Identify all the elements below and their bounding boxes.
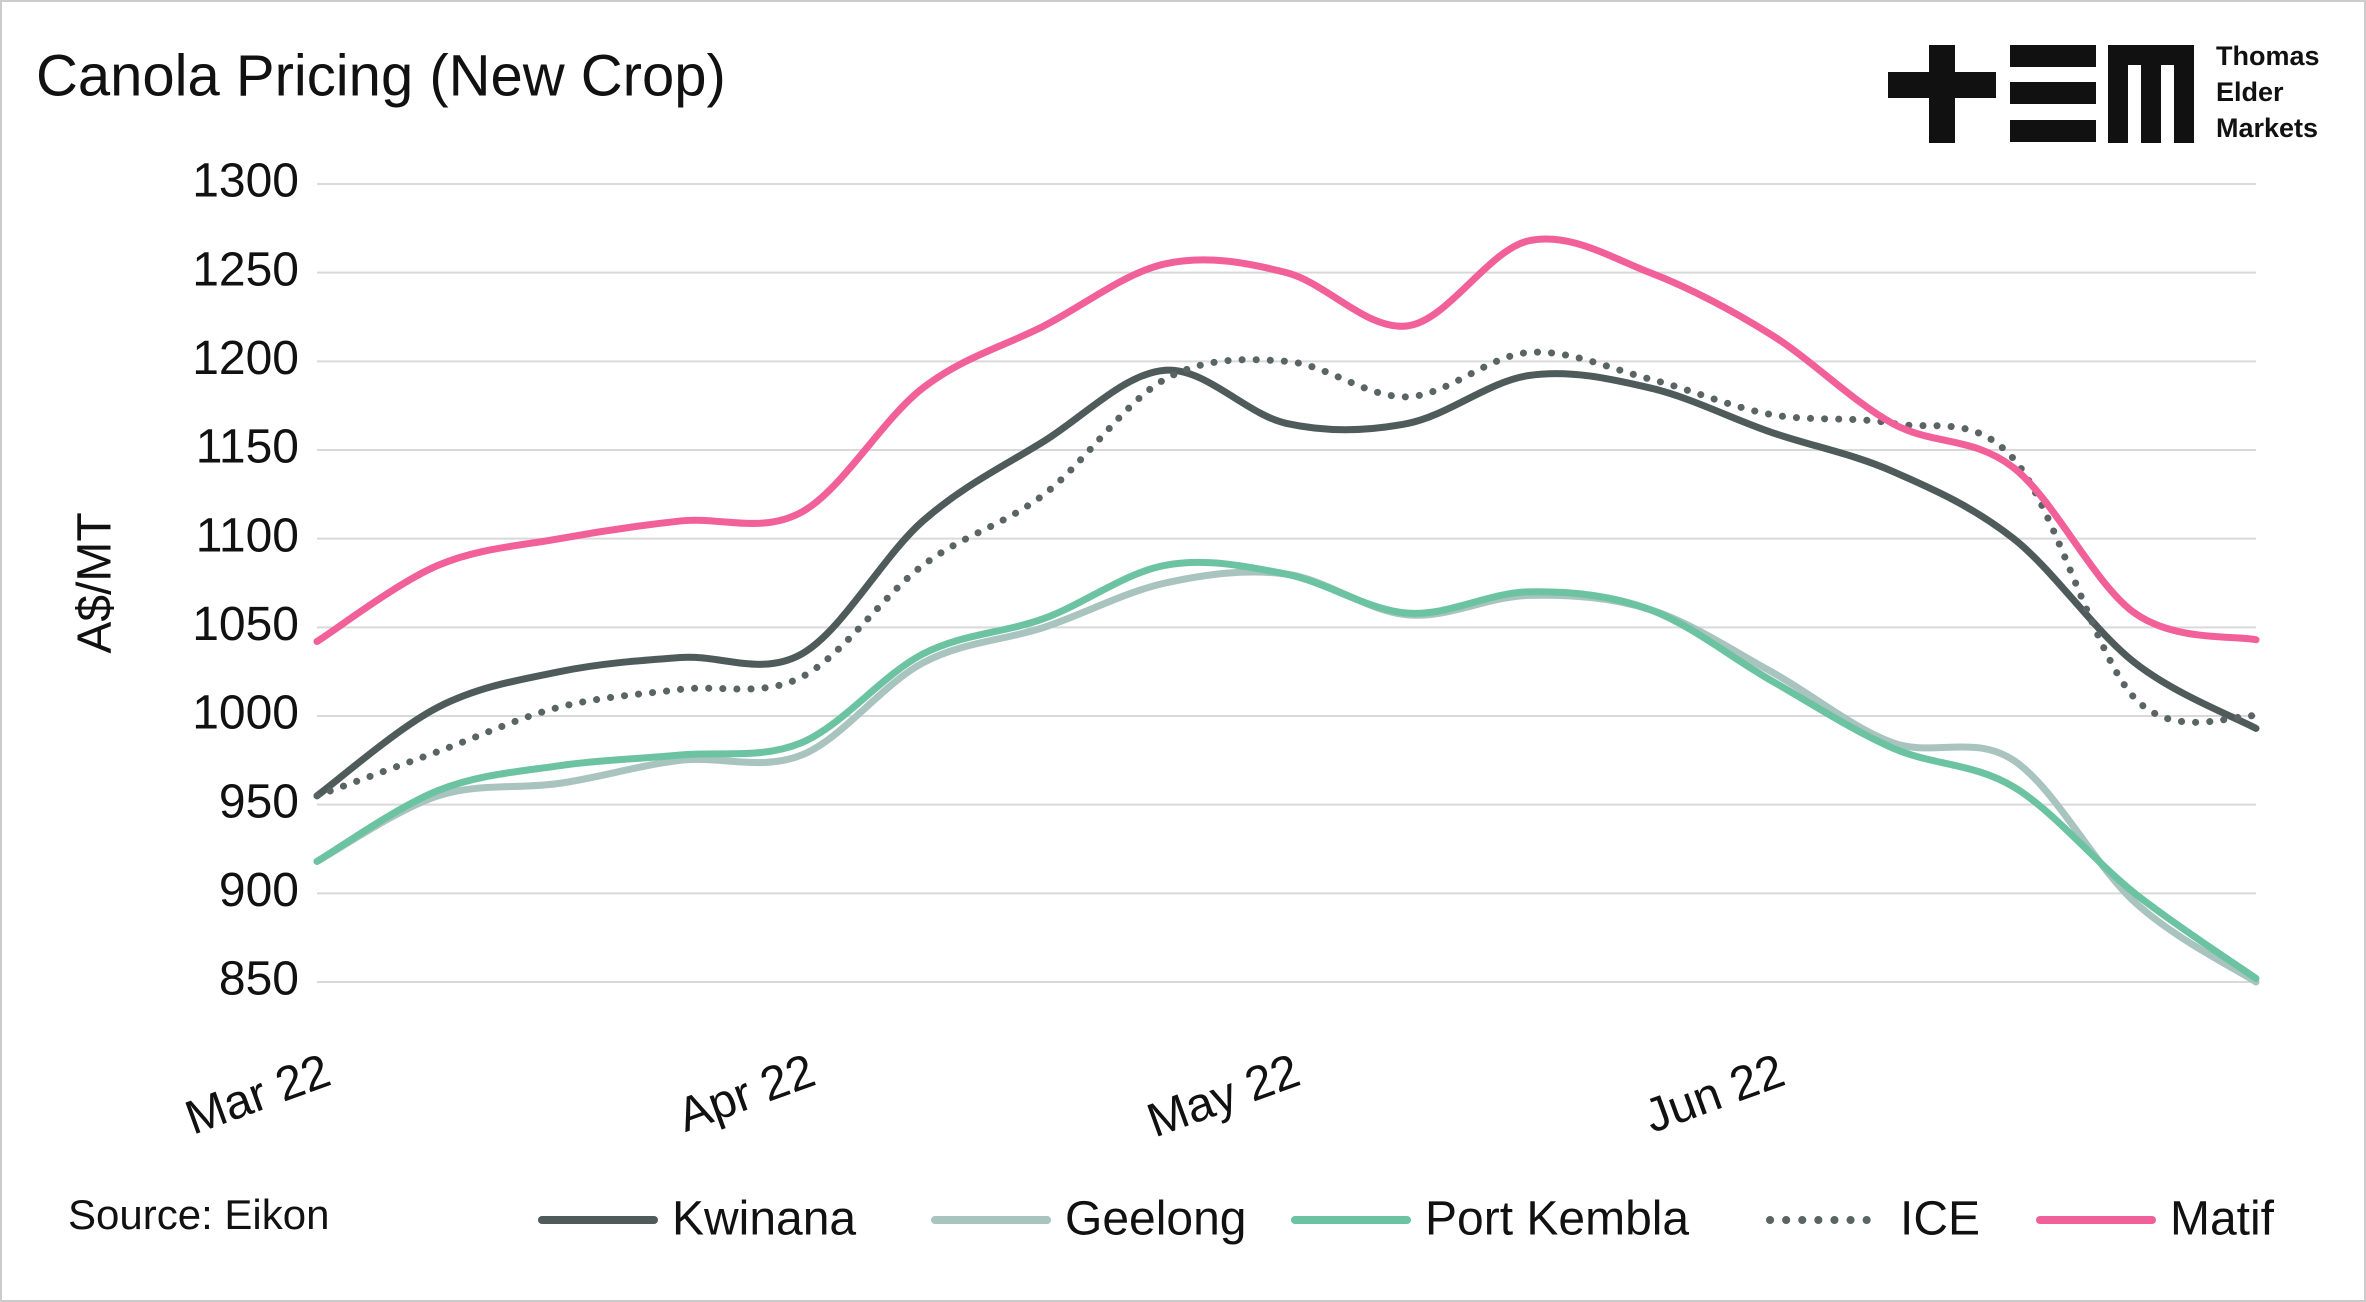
y-tick-label: 1050	[192, 598, 299, 651]
y-tick-label: 1300	[192, 155, 299, 208]
logo-e	[2010, 82, 2096, 104]
y-tick-label: 1150	[196, 421, 299, 474]
legend-label: Matif	[2170, 1193, 2275, 1246]
series-line	[313, 235, 2260, 646]
logo-m	[2108, 45, 2194, 143]
logo-text: Elder	[2216, 77, 2284, 107]
y-tick-label: 850	[219, 953, 299, 1006]
legend-label: ICE	[1900, 1193, 1980, 1246]
y-tick-label: 950	[219, 775, 299, 828]
legend-label: Kwinana	[672, 1193, 856, 1246]
logo-text: Markets	[2216, 113, 2318, 143]
y-tick-label: 1250	[192, 243, 299, 296]
logo-text: Thomas	[2216, 41, 2320, 71]
legend-label: Geelong	[1065, 1193, 1246, 1246]
series-line	[313, 558, 2260, 982]
y-tick-label: 1200	[192, 332, 299, 385]
y-tick-label: 1100	[196, 509, 299, 562]
chart-title: Canola Pricing (New Crop)	[36, 43, 726, 108]
series-line	[313, 348, 2260, 800]
source: Source: Eikon	[68, 1191, 329, 1238]
y-axis-label: A$/MT	[69, 512, 122, 653]
y-tick-label: 1000	[192, 687, 299, 740]
y-tick-label: 900	[219, 864, 299, 917]
legend-label: Port Kembla	[1425, 1193, 1689, 1246]
logo-e	[2010, 45, 2096, 67]
series-line	[313, 366, 2260, 800]
logo-e	[2010, 120, 2096, 142]
logo-plus-v	[1929, 45, 1955, 143]
logo: Thomas Elder Markets	[1888, 41, 2320, 143]
